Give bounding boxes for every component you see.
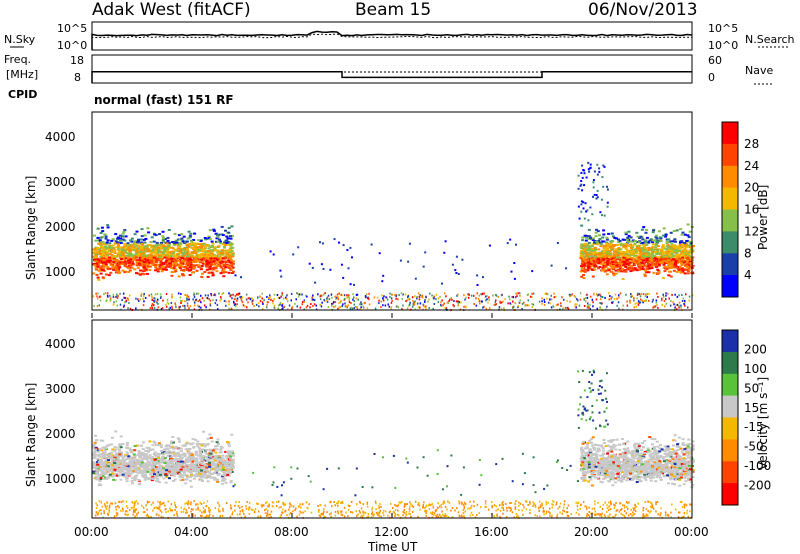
velocity-panel-frame: [91, 319, 693, 519]
colorbar-segment: [722, 351, 738, 375]
power-colorbar: [722, 122, 738, 298]
colorbar-tick: 20: [744, 181, 759, 195]
colorbar-segment: [722, 209, 738, 232]
time-tick-label: 16:00: [474, 525, 509, 539]
mode-text: normal (fast) 151 RF: [94, 93, 234, 107]
power-echo-data: [92, 161, 695, 312]
freq-label-line1: Freq.: [4, 53, 31, 66]
power-ylabel: Slant Range [km]: [24, 176, 38, 280]
colorbar-segment: [722, 439, 738, 462]
colorbar-segment: [722, 395, 738, 418]
noise-right-tick-top: 10^5: [708, 22, 738, 35]
power-yticks: 4000 3000 2000 1000: [45, 130, 76, 279]
station-title: Adak West (fitACF): [92, 0, 251, 20]
power-panel-frame: [91, 111, 693, 311]
velocity-panel: Slant Range [km] 4000 3000 2000 1000 200…: [24, 319, 771, 519]
time-tick-label: 00:00: [74, 525, 109, 539]
noise-left-tick-top: 10^5: [57, 22, 87, 35]
power-colorbar-frame: [721, 121, 739, 298]
velocity-echo-data: [92, 369, 695, 519]
colorbar-tick: 16: [744, 203, 759, 217]
colorbar-segment: [722, 330, 738, 353]
velocity-colorbar-label: Velocity [m s⁻¹]: [756, 377, 770, 470]
colorbar-segment: [722, 143, 738, 167]
colorbar-tick: -50: [744, 440, 764, 454]
time-tick-label: 12:00: [374, 525, 409, 539]
time-tick-label: 08:00: [274, 525, 309, 539]
colorbar-segment: [722, 165, 738, 189]
noise-panel: N.Sky 10^5 10^0 10^5 10^0 N.Search: [4, 21, 795, 52]
colorbar-tick: 28: [744, 137, 759, 151]
colorbar-tick: 15: [744, 401, 759, 415]
freq-panel: Freq. [MHz] 18 8 60 0 Nave CPID normal (…: [4, 53, 773, 107]
noise-left-label: N.Sky: [4, 33, 36, 46]
velocity-ytick-2000: 2000: [45, 427, 76, 441]
freq-line: [91, 71, 692, 83]
colorbar-segment: [722, 483, 738, 506]
colorbar-segment: [722, 231, 738, 254]
freq-label-line2: [MHz]: [6, 68, 38, 81]
nave-tick-bottom: 0: [708, 71, 715, 84]
freq-tick-top: 18: [70, 54, 84, 67]
colorbar-tick: 4: [744, 268, 752, 282]
velocity-colorbar-ticks: 200 100 50 15 -15 -50 -100 -200: [744, 342, 771, 492]
power-ytick-3000: 3000: [45, 175, 76, 189]
colorbar-tick: -100: [744, 459, 771, 473]
power-ytick-2000: 2000: [45, 220, 76, 234]
time-tick-label: 00:00: [674, 525, 709, 539]
velocity-ytick-4000: 4000: [45, 337, 76, 351]
time-tick-label: 04:00: [174, 525, 209, 539]
colorbar-tick: 200: [744, 342, 767, 356]
colorbar-segment: [722, 275, 738, 298]
noise-left-tick-bottom: 10^0: [57, 39, 87, 52]
noise-right-tick-bottom: 10^0: [708, 39, 738, 52]
noise-search-line: [91, 33, 693, 39]
colorbar-tick: 100: [744, 362, 767, 376]
velocity-yticks: 4000 3000 2000 1000: [45, 337, 76, 486]
colorbar-tick: 50: [744, 381, 759, 395]
colorbar-segment: [722, 373, 738, 397]
time-axis-label: Time UT: [367, 540, 418, 554]
colorbar-segment: [722, 461, 738, 484]
power-colorbar-ticks: 28 24 20 16 12 8 4: [744, 137, 759, 282]
power-panel: Slant Range [km] 4000 3000 2000 1000 282…: [24, 111, 770, 312]
cpid-label: CPID: [8, 88, 37, 101]
date-title: 06/Nov/2013: [588, 0, 698, 20]
colorbar-segment: [722, 417, 738, 440]
nave-tick-top: 60: [708, 54, 722, 67]
power-ytick-4000: 4000: [45, 130, 76, 144]
velocity-ytick-1000: 1000: [45, 472, 76, 486]
noise-right-label: N.Search: [745, 33, 795, 46]
velocity-colorbar: [722, 330, 738, 506]
velocity-ylabel: Slant Range [km]: [24, 383, 38, 487]
velocity-ytick-3000: 3000: [45, 382, 76, 396]
colorbar-tick: -15: [744, 420, 764, 434]
colorbar-segment: [722, 187, 738, 210]
velocity-colorbar-frame: [721, 329, 739, 506]
noise-panel-frame: [91, 21, 693, 51]
power-ytick-1000: 1000: [45, 265, 76, 279]
colorbar-tick: 8: [744, 246, 752, 260]
colorbar-segment: [722, 122, 738, 145]
noise-sky-line: [91, 30, 693, 50]
time-tick-label: 20:00: [574, 525, 609, 539]
colorbar-tick: 24: [744, 159, 759, 173]
time-axis: 00:00 04:00 08:00 12:00 16:00 20:00 00:00: [74, 313, 709, 539]
freq-panel-frame: [91, 54, 693, 84]
colorbar-segment: [722, 253, 738, 276]
power-colorbar-label: Power [dB]: [756, 185, 770, 250]
nave-label: Nave: [745, 64, 773, 77]
colorbar-tick: -200: [744, 479, 771, 493]
colorbar-tick: 12: [744, 224, 759, 238]
beam-title: Beam 15: [355, 0, 432, 20]
freq-tick-bottom: 8: [74, 71, 81, 84]
